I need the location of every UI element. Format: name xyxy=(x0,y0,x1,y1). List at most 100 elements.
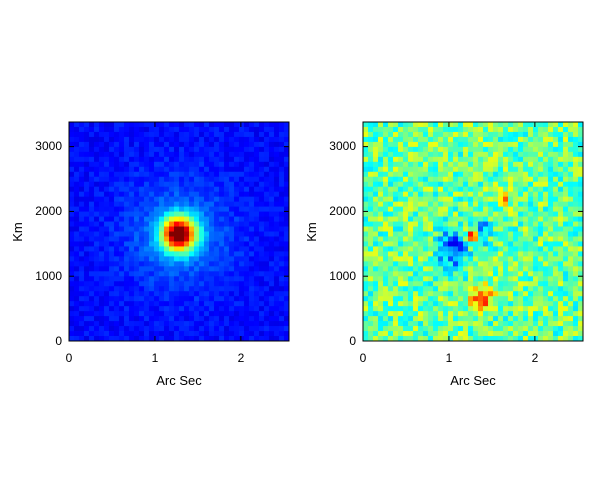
heatmap-cell xyxy=(229,296,235,302)
heatmap-cell xyxy=(468,136,474,143)
heatmap-cell xyxy=(573,276,579,282)
heatmap-cell xyxy=(139,166,145,173)
heatmap-cell xyxy=(189,246,195,252)
heatmap-cell xyxy=(573,161,579,168)
heatmap-cell xyxy=(483,141,489,148)
heatmap-cell xyxy=(543,266,549,272)
heatmap-cell xyxy=(553,146,559,153)
heatmap-cell xyxy=(269,196,275,203)
heatmap-cell xyxy=(249,226,255,232)
heatmap-cell xyxy=(543,136,549,143)
heatmap-cell xyxy=(139,131,145,138)
heatmap-cell xyxy=(543,321,549,327)
heatmap-cell xyxy=(139,201,145,208)
heatmap-cell xyxy=(368,311,374,317)
heatmap-cell xyxy=(159,256,165,262)
heatmap-cell xyxy=(254,231,260,237)
heatmap-cell xyxy=(279,191,285,198)
heatmap-cell xyxy=(149,251,155,257)
heatmap-cell xyxy=(144,306,150,312)
heatmap-cell xyxy=(378,291,384,297)
heatmap-cell xyxy=(219,301,225,307)
heatmap-cell xyxy=(199,231,205,237)
heatmap-cell xyxy=(438,246,444,252)
heatmap-cell xyxy=(378,316,384,322)
heatmap-cell xyxy=(433,171,439,178)
heatmap-cell xyxy=(259,126,265,133)
heatmap-cell xyxy=(169,131,175,138)
heatmap-cell xyxy=(264,122,270,128)
heatmap-cell xyxy=(254,286,260,292)
heatmap-cell xyxy=(368,136,374,143)
heatmap-cell xyxy=(259,296,265,302)
heatmap-cell xyxy=(154,291,160,297)
heatmap-cell xyxy=(473,291,479,297)
heatmap-cell xyxy=(443,326,449,332)
heatmap-cell xyxy=(548,236,554,242)
heatmap-cell xyxy=(388,301,394,307)
heatmap-cell xyxy=(403,161,409,168)
heatmap-cell xyxy=(433,166,439,173)
heatmap-cell xyxy=(269,181,275,188)
heatmap-cell xyxy=(254,206,260,212)
heatmap-cell xyxy=(254,166,260,173)
heatmap-cell xyxy=(463,331,469,337)
heatmap-cell xyxy=(254,261,260,267)
heatmap-cell xyxy=(109,256,115,262)
heatmap-cell xyxy=(363,286,369,292)
heatmap-cell xyxy=(373,176,379,183)
heatmap-cell xyxy=(473,321,479,327)
heatmap-cell xyxy=(468,241,474,247)
heatmap-cell xyxy=(363,221,369,227)
heatmap-cell xyxy=(458,176,464,183)
heatmap-cell xyxy=(498,191,504,198)
heatmap-cell xyxy=(468,181,474,188)
heatmap-cell xyxy=(453,151,459,158)
heatmap-cell xyxy=(503,241,509,247)
heatmap-cell xyxy=(388,281,394,287)
heatmap-cell xyxy=(573,311,579,317)
heatmap-cell xyxy=(368,151,374,158)
heatmap-cell xyxy=(84,301,90,307)
heatmap-cell xyxy=(538,151,544,158)
heatmap-cell xyxy=(488,226,494,232)
heatmap-cell xyxy=(403,286,409,292)
heatmap-cell xyxy=(488,301,494,307)
heatmap-cell xyxy=(573,131,579,138)
heatmap-cell xyxy=(423,336,429,342)
heatmap-cell xyxy=(269,311,275,317)
heatmap-cell xyxy=(259,331,265,337)
heatmap-cell xyxy=(438,251,444,257)
heatmap-cell xyxy=(538,306,544,312)
heatmap-cell xyxy=(274,196,280,203)
heatmap-cell xyxy=(209,156,215,163)
heatmap-cell xyxy=(478,146,484,153)
heatmap-cell xyxy=(388,141,394,148)
heatmap-cell xyxy=(274,126,280,133)
heatmap-cell xyxy=(513,231,519,237)
heatmap-cell xyxy=(199,306,205,312)
heatmap-cell xyxy=(543,166,549,173)
heatmap-cell xyxy=(518,131,524,138)
left-heatmap-panel: 0 1 2 0 1000 2000 3000 Arc Sec Km xyxy=(10,121,290,388)
heatmap-cell xyxy=(124,231,130,237)
heatmap-cell xyxy=(428,161,434,168)
heatmap-cell xyxy=(104,271,110,277)
heatmap-cell xyxy=(269,266,275,272)
heatmap-cell xyxy=(259,316,265,322)
heatmap-cell xyxy=(373,181,379,188)
heatmap-cell xyxy=(548,286,554,292)
heatmap-cell xyxy=(89,261,95,267)
heatmap-cell xyxy=(194,301,200,307)
heatmap-cell xyxy=(89,141,95,148)
heatmap-cell xyxy=(134,246,140,252)
heatmap-cell xyxy=(74,306,80,312)
heatmap-cell xyxy=(164,171,170,178)
heatmap-cell xyxy=(269,276,275,282)
heatmap-cell xyxy=(279,261,285,267)
heatmap-cell xyxy=(443,321,449,327)
heatmap-cell xyxy=(194,271,200,277)
heatmap-cell xyxy=(249,196,255,203)
heatmap-cell xyxy=(518,186,524,193)
heatmap-cell xyxy=(184,171,190,178)
